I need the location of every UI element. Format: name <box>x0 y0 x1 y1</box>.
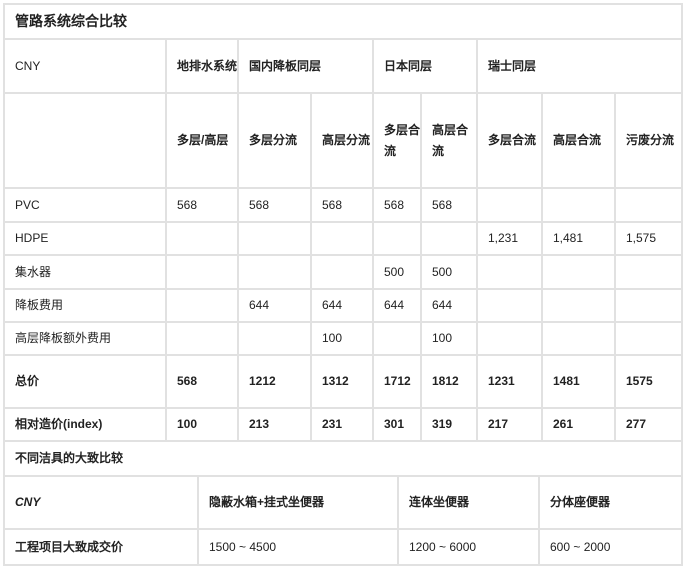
cell <box>372 221 422 256</box>
cell: 568 <box>237 187 312 223</box>
cell: 1312 <box>310 354 374 409</box>
cell <box>476 321 543 356</box>
subheader: 多层/高层 <box>165 92 239 189</box>
cell <box>165 221 239 256</box>
cell <box>613 187 684 223</box>
cell: 213 <box>237 407 312 442</box>
cell <box>165 288 239 323</box>
column-header: 隐蔽水箱+挂式坐便器 <box>197 475 399 530</box>
cell: 319 <box>420 407 478 442</box>
table-row: 总价 568 1212 1312 1712 1812 1231 1481 1575 <box>3 354 684 409</box>
cell: 1575 <box>613 354 684 409</box>
cell <box>310 221 374 256</box>
cell: 231 <box>310 407 374 442</box>
subheader: 污废分流 <box>613 92 684 189</box>
cell: 568 <box>165 354 239 409</box>
sanitary-ware-comparison-table: 不同洁具的大致比较 CNY 隐蔽水箱+挂式坐便器 连体坐便器 分体座便器 工程项… <box>2 440 684 566</box>
cell: 1,481 <box>541 221 616 256</box>
table-title: 不同洁具的大致比较 <box>2 440 684 477</box>
cell: 1712 <box>372 354 422 409</box>
cell <box>372 321 422 356</box>
subheader: 多层合流 <box>372 92 422 189</box>
cell <box>613 288 684 323</box>
cell <box>237 221 312 256</box>
cell: 644 <box>310 288 374 323</box>
cell: 1212 <box>237 354 312 409</box>
cell <box>613 254 684 290</box>
cell <box>541 187 616 223</box>
table-row: PVC 568 568 568 568 568 <box>3 187 684 223</box>
row-label: 高层降板额外费用 <box>3 321 167 356</box>
table-row: 集水器 500 500 <box>3 254 684 290</box>
cell: 261 <box>541 407 616 442</box>
group-header: 地排水系统 <box>165 38 239 94</box>
cell: 1812 <box>420 354 478 409</box>
row-label: PVC <box>3 187 167 223</box>
row-label: HDPE <box>3 221 167 256</box>
row-label: 降板费用 <box>3 288 167 323</box>
cell: 1,575 <box>613 221 684 256</box>
group-header: 日本同层 <box>372 38 478 94</box>
table-title: 管路系统综合比较 <box>2 3 684 40</box>
cell: 500 <box>372 254 422 290</box>
subheader: 高层合流 <box>420 92 478 189</box>
cell <box>613 321 684 356</box>
cell <box>541 288 616 323</box>
cell: 1200 ~ 6000 <box>397 528 540 566</box>
column-header: 连体坐便器 <box>397 475 540 530</box>
subheader: 高层合流 <box>541 92 616 189</box>
cell: 644 <box>237 288 312 323</box>
empty-cell <box>3 92 167 189</box>
group-header: 国内降板同层 <box>237 38 374 94</box>
cell: 500 <box>420 254 478 290</box>
table-row: 工程项目大致成交价 1500 ~ 4500 1200 ~ 6000 600 ~ … <box>3 528 684 566</box>
cell: 600 ~ 2000 <box>537 528 684 566</box>
pipe-system-comparison-table: 管路系统综合比较 CNY 地排水系统 国内降板同层 日本同层 瑞士同层 多层/高… <box>2 3 684 442</box>
column-header: 分体座便器 <box>537 475 684 530</box>
subheader: 高层分流 <box>310 92 374 189</box>
cell: 100 <box>310 321 374 356</box>
subheader: 多层合流 <box>476 92 543 189</box>
cell: 568 <box>165 187 239 223</box>
table-row: 相对造价(index) 100 213 231 301 319 217 261 277 <box>3 407 684 442</box>
row-label: 相对造价(index) <box>3 407 167 442</box>
cell <box>165 254 239 290</box>
cell: 277 <box>613 407 684 442</box>
cell <box>165 321 239 356</box>
row-label: 工程项目大致成交价 <box>3 528 199 566</box>
cell: 100 <box>420 321 478 356</box>
cell <box>476 187 543 223</box>
table-row: 降板费用 644 644 644 644 <box>3 288 684 323</box>
corner-label: CNY <box>3 38 167 94</box>
cell <box>237 254 312 290</box>
cell: 568 <box>372 187 422 223</box>
table-row: HDPE 1,231 1,481 1,575 <box>3 221 684 256</box>
table-row: 高层降板额外费用 100 100 <box>3 321 684 356</box>
cell: 568 <box>310 187 374 223</box>
cell: 217 <box>476 407 543 442</box>
cell <box>420 221 478 256</box>
cell: 1481 <box>541 354 616 409</box>
row-label: 总价 <box>3 354 167 409</box>
row-label: 集水器 <box>3 254 167 290</box>
cell <box>541 321 616 356</box>
subheader: 多层分流 <box>237 92 312 189</box>
cell <box>476 254 543 290</box>
cell <box>541 254 616 290</box>
cell: 100 <box>165 407 239 442</box>
cell: 1,231 <box>476 221 543 256</box>
cell: 1500 ~ 4500 <box>197 528 399 566</box>
cell: 644 <box>372 288 422 323</box>
cell: 1231 <box>476 354 543 409</box>
cell <box>476 288 543 323</box>
cell <box>310 254 374 290</box>
cell: 568 <box>420 187 478 223</box>
cell <box>237 321 312 356</box>
cell: 301 <box>372 407 422 442</box>
corner-label: CNY <box>3 475 199 530</box>
cell: 644 <box>420 288 478 323</box>
group-header: 瑞士同层 <box>475 38 684 94</box>
